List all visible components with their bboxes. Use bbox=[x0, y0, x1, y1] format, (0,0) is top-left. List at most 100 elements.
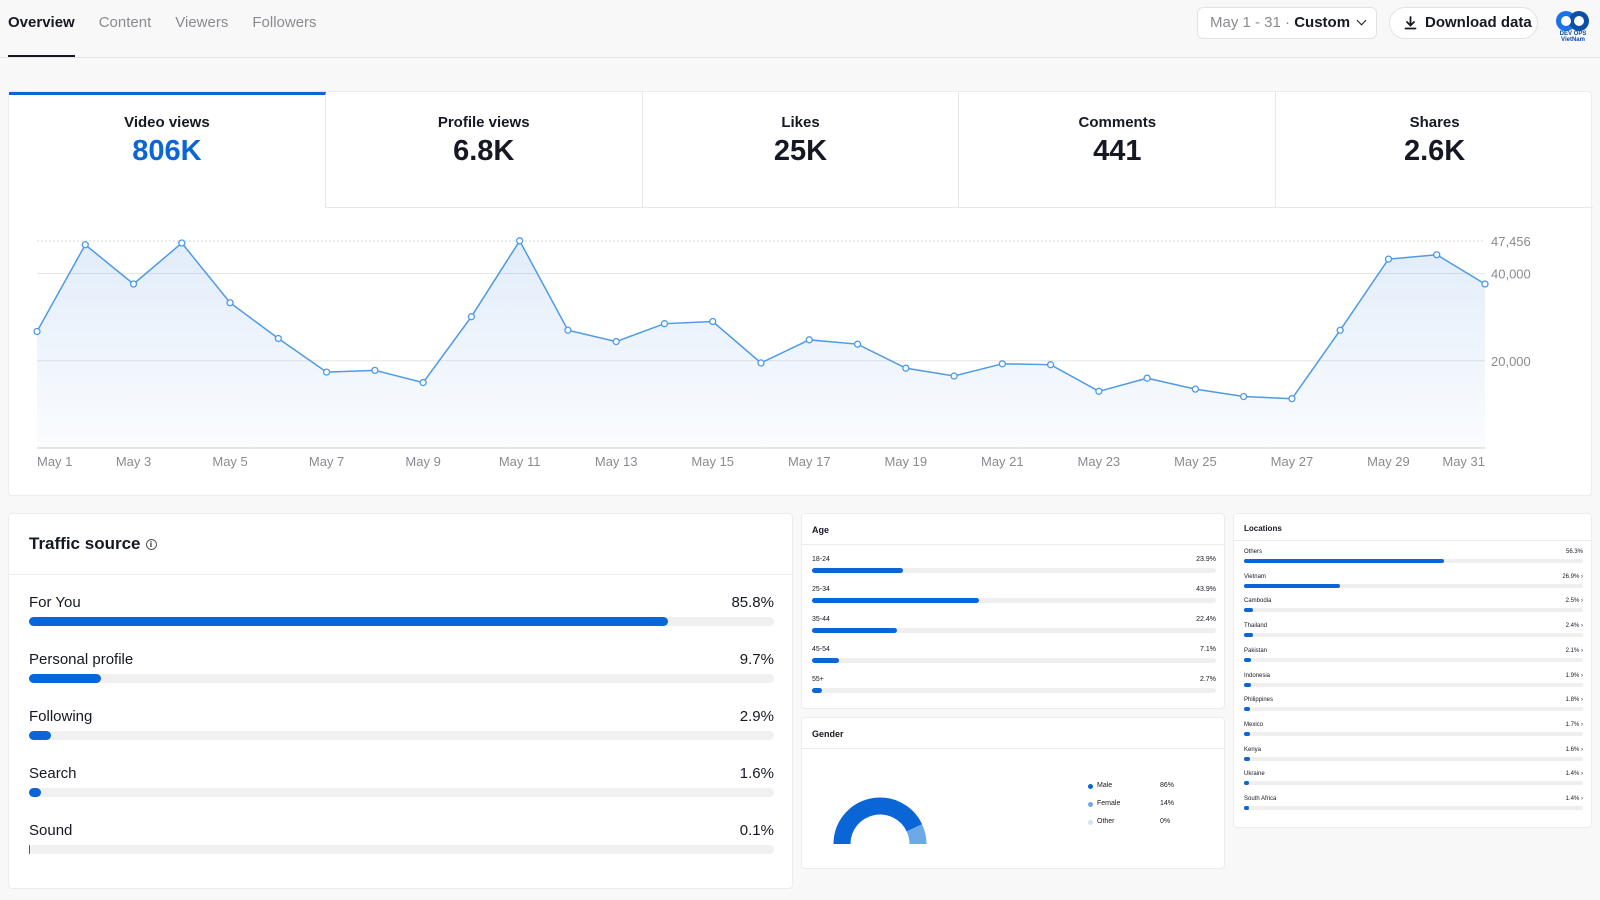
data-point[interactable] bbox=[564, 326, 572, 334]
data-point[interactable] bbox=[709, 317, 717, 326]
data-point[interactable] bbox=[33, 327, 41, 336]
data-point[interactable] bbox=[1046, 361, 1055, 369]
traffic-source-title: Traffic source i bbox=[29, 534, 157, 554]
data-point[interactable] bbox=[1336, 326, 1344, 334]
progress-fill bbox=[1244, 781, 1249, 786]
gender-percent: 86% bbox=[1160, 782, 1175, 789]
tab-followers[interactable]: Followers bbox=[252, 14, 317, 31]
x-tick-label: May 7 bbox=[309, 454, 344, 469]
progress-fill bbox=[1244, 756, 1250, 761]
x-tick-label: May 29 bbox=[1367, 454, 1410, 469]
location-name: Pakistan bbox=[1244, 647, 1268, 654]
chevron-down-icon bbox=[1356, 15, 1367, 26]
x-tick-label: May 27 bbox=[1271, 454, 1314, 469]
download-data-button[interactable]: Download data bbox=[1389, 7, 1538, 39]
data-point[interactable] bbox=[1191, 385, 1200, 393]
progress-fill bbox=[1244, 731, 1251, 736]
traffic-source-row: Search 1.6% bbox=[29, 765, 774, 805]
location-percent-value: 1.4% bbox=[1565, 771, 1580, 778]
progress-fill bbox=[1244, 657, 1252, 662]
x-tick-label: May 25 bbox=[1174, 454, 1217, 469]
analytics-tabs: Overview Content Viewers Followers bbox=[8, 0, 341, 58]
data-point[interactable] bbox=[178, 239, 186, 247]
x-tick-label: May 5 bbox=[212, 454, 247, 469]
data-point[interactable] bbox=[1288, 395, 1296, 403]
metric-likes[interactable]: Likes 25K bbox=[642, 92, 960, 208]
progress-fill bbox=[29, 845, 30, 854]
data-point[interactable] bbox=[757, 359, 765, 367]
data-point[interactable] bbox=[1095, 387, 1103, 395]
location-row[interactable]: Mexico 1.7% › bbox=[1244, 722, 1583, 742]
data-point[interactable] bbox=[612, 337, 620, 346]
x-tick-label: May 23 bbox=[1078, 454, 1121, 469]
location-row[interactable]: Kenya 1.6% › bbox=[1244, 747, 1583, 767]
location-percent-value: 26.9% bbox=[1562, 573, 1580, 580]
location-row[interactable]: Ukraine 1.4% › bbox=[1244, 771, 1583, 791]
progress-fill bbox=[29, 674, 102, 683]
data-point[interactable] bbox=[1240, 392, 1248, 401]
data-point[interactable] bbox=[950, 372, 958, 380]
locations-title: Locations bbox=[1244, 524, 1282, 533]
data-point[interactable] bbox=[902, 364, 910, 372]
location-percent-value: 2.5% bbox=[1565, 598, 1580, 605]
metric-label: Shares bbox=[1409, 114, 1460, 131]
location-row[interactable]: Indonesia 1.9% › bbox=[1244, 673, 1583, 693]
data-point[interactable] bbox=[853, 340, 862, 348]
location-row[interactable]: Philippines 1.8% › bbox=[1244, 697, 1583, 717]
data-point[interactable] bbox=[322, 368, 331, 376]
x-tick-label: May 9 bbox=[405, 454, 440, 469]
data-point[interactable] bbox=[226, 299, 234, 307]
data-point[interactable] bbox=[81, 241, 89, 249]
location-percent: 2.1% › bbox=[1566, 648, 1583, 654]
data-point[interactable] bbox=[1384, 255, 1393, 263]
data-point[interactable] bbox=[805, 336, 813, 344]
progress-track bbox=[29, 617, 774, 626]
gender-slice-male[interactable] bbox=[833, 797, 923, 845]
location-percent-value: 2.4% bbox=[1565, 623, 1580, 630]
data-point[interactable] bbox=[1481, 280, 1489, 288]
location-name: Others bbox=[1244, 549, 1263, 555]
data-point[interactable] bbox=[467, 313, 476, 321]
devops-vietnam-logo: DEV OPS VietNam bbox=[1554, 9, 1592, 43]
location-row[interactable]: Cambodia 2.5% › bbox=[1244, 598, 1583, 618]
traffic-source-row: Sound 0.1% bbox=[29, 822, 774, 862]
data-point[interactable] bbox=[660, 320, 669, 328]
age-row: 55+ 2.7% bbox=[812, 676, 1216, 696]
location-row[interactable]: Pakistan 2.1% › bbox=[1244, 648, 1583, 668]
location-percent: 56.3% bbox=[1566, 549, 1583, 555]
progress-track bbox=[812, 688, 1216, 693]
tab-viewers[interactable]: Viewers bbox=[175, 14, 229, 31]
chevron-right-icon: › bbox=[1581, 598, 1583, 605]
metric-profile-views[interactable]: Profile views 6.8K bbox=[325, 92, 643, 208]
gender-legend-item: Male 86% bbox=[1088, 782, 1188, 794]
gender-percent: 0% bbox=[1160, 818, 1171, 825]
metric-label: Profile views bbox=[437, 114, 530, 131]
data-point[interactable] bbox=[1143, 374, 1151, 382]
date-range-picker[interactable]: May 1 - 31 · Custom bbox=[1197, 7, 1377, 39]
gender-slice-female[interactable] bbox=[906, 824, 927, 845]
tab-content[interactable]: Content bbox=[98, 14, 152, 31]
location-row[interactable]: Thailand 2.4% › bbox=[1244, 623, 1583, 643]
data-point[interactable] bbox=[371, 366, 379, 375]
location-row[interactable]: South Africa 1.4% › bbox=[1244, 796, 1583, 816]
progress-fill bbox=[1244, 608, 1253, 613]
data-point[interactable] bbox=[516, 237, 524, 245]
metric-comments[interactable]: Comments 441 bbox=[959, 92, 1277, 208]
info-icon[interactable]: i bbox=[145, 539, 157, 551]
progress-track bbox=[29, 788, 774, 797]
data-point[interactable] bbox=[998, 360, 1006, 368]
progress-track bbox=[1244, 559, 1583, 563]
progress-track bbox=[1244, 633, 1583, 638]
data-point[interactable] bbox=[274, 334, 282, 343]
data-point[interactable] bbox=[129, 280, 138, 288]
traffic-source-title-text: Traffic source bbox=[29, 534, 141, 553]
data-point[interactable] bbox=[419, 378, 427, 387]
metric-video-views[interactable]: Video views 806K bbox=[9, 92, 326, 208]
data-point[interactable] bbox=[1433, 251, 1441, 259]
tab-overview[interactable]: Overview bbox=[8, 0, 75, 58]
location-name: Mexico bbox=[1244, 721, 1264, 728]
x-tick-label: May 1 bbox=[37, 454, 72, 469]
metric-shares[interactable]: Shares 2.6K bbox=[1276, 92, 1593, 208]
location-row[interactable]: Vietnam 26.9% › bbox=[1244, 574, 1583, 594]
progress-fill bbox=[812, 598, 979, 603]
